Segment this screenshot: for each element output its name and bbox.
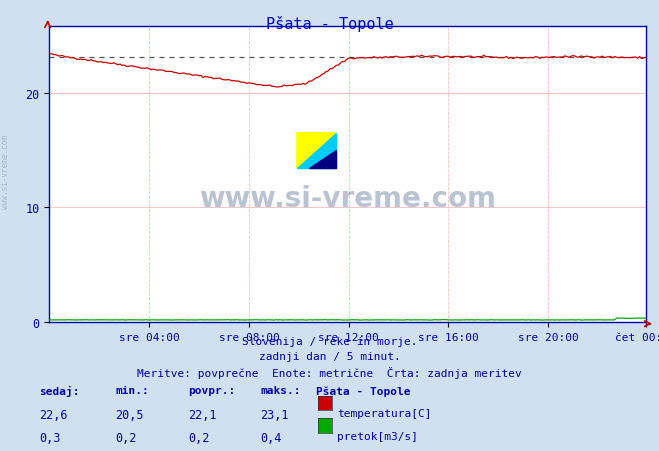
Text: 22,6: 22,6 [40, 408, 68, 421]
Text: zadnji dan / 5 minut.: zadnji dan / 5 minut. [258, 351, 401, 361]
Text: www.si-vreme.com: www.si-vreme.com [199, 184, 496, 212]
Polygon shape [297, 133, 335, 169]
Text: Meritve: povprečne  Enote: metrične  Črta: zadnja meritev: Meritve: povprečne Enote: metrične Črta:… [137, 366, 522, 378]
Text: 0,3: 0,3 [40, 431, 61, 444]
Text: Pšata - Topole: Pšata - Topole [266, 16, 393, 32]
Text: 20,5: 20,5 [115, 408, 144, 421]
Text: 23,1: 23,1 [260, 408, 289, 421]
Text: min.:: min.: [115, 386, 149, 396]
Text: temperatura[C]: temperatura[C] [337, 408, 432, 418]
Text: 0,2: 0,2 [188, 431, 209, 444]
Text: maks.:: maks.: [260, 386, 301, 396]
Polygon shape [308, 151, 335, 169]
Text: 0,4: 0,4 [260, 431, 281, 444]
Text: pretok[m3/s]: pretok[m3/s] [337, 431, 418, 441]
Text: povpr.:: povpr.: [188, 386, 235, 396]
Polygon shape [297, 133, 335, 169]
Text: Slovenija / reke in morje.: Slovenija / reke in morje. [242, 336, 417, 346]
Text: sedaj:: sedaj: [40, 386, 80, 396]
Text: www.si-vreme.com: www.si-vreme.com [1, 134, 10, 208]
Text: Pšata - Topole: Pšata - Topole [316, 386, 411, 396]
Text: 22,1: 22,1 [188, 408, 216, 421]
Text: 0,2: 0,2 [115, 431, 136, 444]
